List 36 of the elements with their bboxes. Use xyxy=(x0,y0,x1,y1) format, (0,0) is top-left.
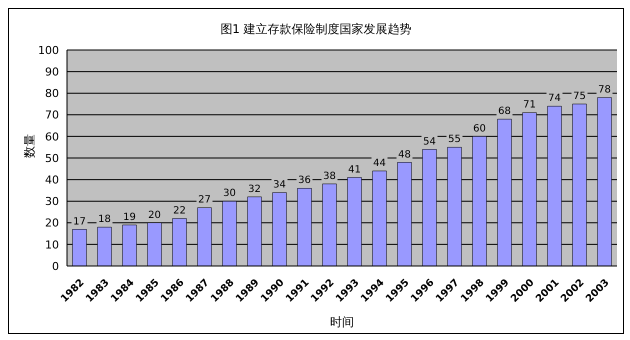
data-label: 18 xyxy=(98,214,111,226)
data-label: 30 xyxy=(223,188,236,200)
data-label: 71 xyxy=(523,100,536,111)
y-tick-label: 90 xyxy=(45,66,59,79)
data-label: 19 xyxy=(123,212,136,223)
y-tick-label: 0 xyxy=(52,260,59,273)
data-label: 41 xyxy=(348,164,361,176)
y-tick-label: 50 xyxy=(45,152,59,165)
data-label: 34 xyxy=(273,180,286,191)
data-label: 74 xyxy=(548,93,561,104)
data-label: 27 xyxy=(198,194,211,206)
x-axis-title: 时间 xyxy=(330,315,354,329)
data-label: 60 xyxy=(473,123,486,134)
data-label: 55 xyxy=(448,134,461,146)
data-label: 44 xyxy=(373,158,386,169)
data-label: 22 xyxy=(173,205,186,216)
y-tick-label: 70 xyxy=(45,108,59,122)
data-label: 78 xyxy=(598,84,611,96)
data-label: 20 xyxy=(148,210,161,221)
data-label: 38 xyxy=(323,170,336,182)
data-label: 75 xyxy=(573,91,586,102)
y-axis-title: 数量 xyxy=(22,134,36,158)
y-tick-label: 60 xyxy=(45,130,59,144)
y-tick-label: 40 xyxy=(45,174,59,187)
y-tick-label: 30 xyxy=(45,195,59,208)
chart-title: 图1 建立存款保险制度国家发展趋势 xyxy=(219,21,413,38)
y-tick-label: 100 xyxy=(38,44,59,57)
y-tick-label: 80 xyxy=(45,87,59,100)
y-tick-label: 20 xyxy=(45,216,59,230)
data-label: 36 xyxy=(298,175,311,186)
y-tick-label: 10 xyxy=(45,238,59,252)
data-label: 68 xyxy=(498,106,511,118)
data-label: 48 xyxy=(398,149,411,160)
data-label: 17 xyxy=(73,216,86,228)
data-label: 32 xyxy=(248,184,261,195)
data-label: 54 xyxy=(423,136,436,148)
